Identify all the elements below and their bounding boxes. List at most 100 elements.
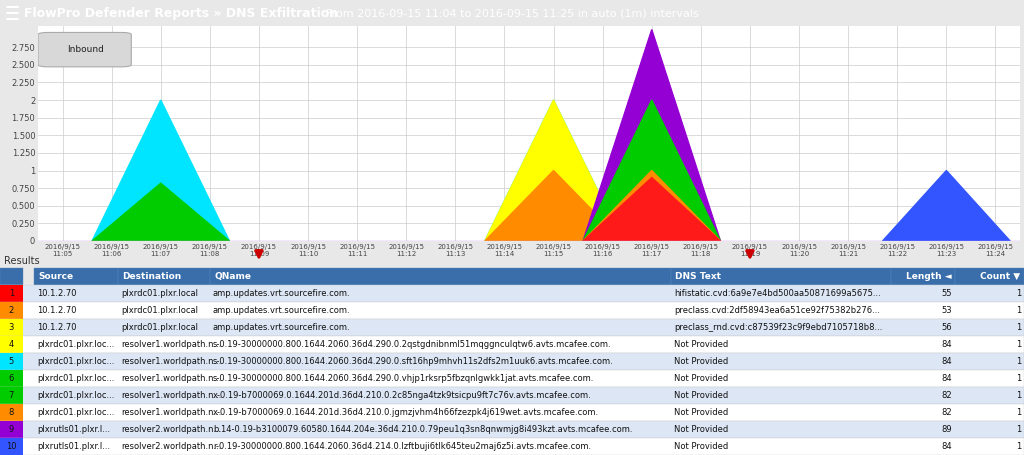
Bar <box>0 387 23 404</box>
Bar <box>0 285 23 302</box>
Text: 1: 1 <box>1016 323 1021 332</box>
Text: 10.1.2.70: 10.1.2.70 <box>37 289 77 298</box>
FancyBboxPatch shape <box>38 32 131 67</box>
Bar <box>0 336 1024 353</box>
Text: Not Provided: Not Provided <box>674 408 728 417</box>
Bar <box>0 404 23 421</box>
Text: hifistatic.cvd:6a9e7e4bd500aa50871699a5675...: hifistatic.cvd:6a9e7e4bd500aa50871699a56… <box>674 289 881 298</box>
Text: 1: 1 <box>1016 442 1021 451</box>
Bar <box>0 302 23 319</box>
Bar <box>0 353 1024 370</box>
Text: Not Provided: Not Provided <box>674 425 728 434</box>
Text: plxrdc01.plxr.loc...: plxrdc01.plxr.loc... <box>37 408 115 417</box>
Text: resolver2.worldpath.n...: resolver2.worldpath.n... <box>121 425 221 434</box>
Text: plxrdc01.plxr.loc...: plxrdc01.plxr.loc... <box>37 340 115 349</box>
Text: resolver1.worldpath.n...: resolver1.worldpath.n... <box>121 408 221 417</box>
Text: 5: 5 <box>8 357 14 366</box>
Text: 10.1.2.70: 10.1.2.70 <box>37 306 77 315</box>
Text: Not Provided: Not Provided <box>674 374 728 383</box>
Polygon shape <box>484 171 623 241</box>
Polygon shape <box>92 100 229 241</box>
Text: QName: QName <box>214 272 251 281</box>
Bar <box>0 302 1024 319</box>
Bar <box>0 285 1024 302</box>
Text: 84: 84 <box>942 340 952 349</box>
Text: plxrdc01.plxr.loc...: plxrdc01.plxr.loc... <box>37 374 115 383</box>
Text: 82: 82 <box>942 391 952 400</box>
Text: plxrdc01.plxr.loc...: plxrdc01.plxr.loc... <box>37 391 115 400</box>
Text: plxrdc01.plxr.local: plxrdc01.plxr.local <box>121 306 198 315</box>
Text: 1: 1 <box>1016 306 1021 315</box>
Text: resolver1.worldpath.n...: resolver1.worldpath.n... <box>121 374 221 383</box>
Text: Results: Results <box>4 257 40 267</box>
Text: 1: 1 <box>8 289 14 298</box>
Polygon shape <box>583 171 721 241</box>
Bar <box>0 421 1024 438</box>
Text: 1: 1 <box>1016 357 1021 366</box>
Bar <box>0 370 1024 387</box>
Text: r-0.19-30000000.800.1644.2060.36d4.214.0.lzftbuji6tlk645teu2maj6z5i.avts.mcafee.: r-0.19-30000000.800.1644.2060.36d4.214.0… <box>213 442 591 451</box>
Bar <box>0 319 1024 336</box>
Text: s-0.19-30000000.800.1644.2060.36d4.290.0.sft16hp9mhvh11s2dfs2m1uuk6.avts.mcafee.: s-0.19-30000000.800.1644.2060.36d4.290.0… <box>213 357 613 366</box>
Bar <box>118 268 210 285</box>
Text: plxrdc01.plxr.local: plxrdc01.plxr.local <box>121 323 198 332</box>
Text: s-0.19-30000000.800.1644.2060.36d4.290.0.2qstgdnibnml51mqggnculqtw6.avts.mcafee.: s-0.19-30000000.800.1644.2060.36d4.290.0… <box>213 340 611 349</box>
Bar <box>34 268 118 285</box>
Bar <box>955 268 1024 285</box>
Text: resolver1.worldpath.n...: resolver1.worldpath.n... <box>121 340 221 349</box>
Text: plxrdc01.plxr.local: plxrdc01.plxr.local <box>121 289 198 298</box>
Text: x-0.19-b7000069.0.1644.201d.36d4.210.0.2c85nga4tzk9tsicpu9ft7c76v.avts.mcafee.co: x-0.19-b7000069.0.1644.201d.36d4.210.0.2… <box>213 391 592 400</box>
Text: 10.1.2.70: 10.1.2.70 <box>37 323 77 332</box>
Text: s-0.19-30000000.800.1644.2060.36d4.290.0.vhjp1rksrp5fbzqnlgwkk1jat.avts.mcafee.c: s-0.19-30000000.800.1644.2060.36d4.290.0… <box>213 374 594 383</box>
Bar <box>0 404 1024 421</box>
Text: 84: 84 <box>942 374 952 383</box>
Polygon shape <box>583 177 721 241</box>
Text: 3: 3 <box>8 323 14 332</box>
Bar <box>0 387 1024 404</box>
Text: 1: 1 <box>1016 408 1021 417</box>
Text: FlowPro Defender Reports » DNS Exfiltration: FlowPro Defender Reports » DNS Exfiltrat… <box>24 6 338 20</box>
Text: From 2016-09-15 11:04 to 2016-09-15 11:25 in auto (1m) intervals: From 2016-09-15 11:04 to 2016-09-15 11:2… <box>326 8 698 18</box>
Polygon shape <box>92 183 229 241</box>
Text: 1: 1 <box>1016 391 1021 400</box>
Text: b.14-0.19-b3100079.60580.1644.204e.36d4.210.0.79peu1q3sn8qnwmjg8i493kzt.avts.mca: b.14-0.19-b3100079.60580.1644.204e.36d4.… <box>213 425 633 434</box>
Text: 10: 10 <box>6 442 16 451</box>
Polygon shape <box>583 100 721 241</box>
Text: preclass.cvd:2df58943ea6a51ce92f75382b276...: preclass.cvd:2df58943ea6a51ce92f75382b27… <box>674 306 880 315</box>
Text: amp.updates.vrt.sourcefire.com.: amp.updates.vrt.sourcefire.com. <box>213 289 350 298</box>
Text: DNS Text: DNS Text <box>675 272 721 281</box>
Text: 82: 82 <box>942 408 952 417</box>
Text: 6: 6 <box>8 374 14 383</box>
Text: plxrdc01.plxr.loc...: plxrdc01.plxr.loc... <box>37 357 115 366</box>
Text: Source: Source <box>38 272 73 281</box>
Bar <box>0 268 23 285</box>
Text: 4: 4 <box>8 340 14 349</box>
Bar <box>0 319 23 336</box>
Text: plxrutls01.plxr.l...: plxrutls01.plxr.l... <box>37 442 110 451</box>
Text: 84: 84 <box>942 357 952 366</box>
Bar <box>0 370 23 387</box>
Text: 1: 1 <box>1016 340 1021 349</box>
Text: 8: 8 <box>8 408 14 417</box>
Bar <box>0 336 23 353</box>
Text: 84: 84 <box>942 442 952 451</box>
Text: Not Provided: Not Provided <box>674 340 728 349</box>
Polygon shape <box>883 171 1011 241</box>
Text: 53: 53 <box>942 306 952 315</box>
Text: 7: 7 <box>8 391 14 400</box>
Polygon shape <box>583 30 721 241</box>
Polygon shape <box>484 100 623 241</box>
Bar <box>671 268 891 285</box>
Bar <box>0 438 23 455</box>
Text: Inbound: Inbound <box>67 45 103 54</box>
Text: Not Provided: Not Provided <box>674 391 728 400</box>
Bar <box>0 438 1024 455</box>
Text: 89: 89 <box>942 425 952 434</box>
Text: 1: 1 <box>1016 289 1021 298</box>
Text: resolver1.worldpath.n...: resolver1.worldpath.n... <box>121 391 221 400</box>
Text: plxrutls01.plxr.l...: plxrutls01.plxr.l... <box>37 425 110 434</box>
Bar <box>210 268 671 285</box>
Text: Count ▼: Count ▼ <box>980 272 1020 281</box>
Text: amp.updates.vrt.sourcefire.com.: amp.updates.vrt.sourcefire.com. <box>213 323 350 332</box>
Text: Length ◄: Length ◄ <box>905 272 951 281</box>
